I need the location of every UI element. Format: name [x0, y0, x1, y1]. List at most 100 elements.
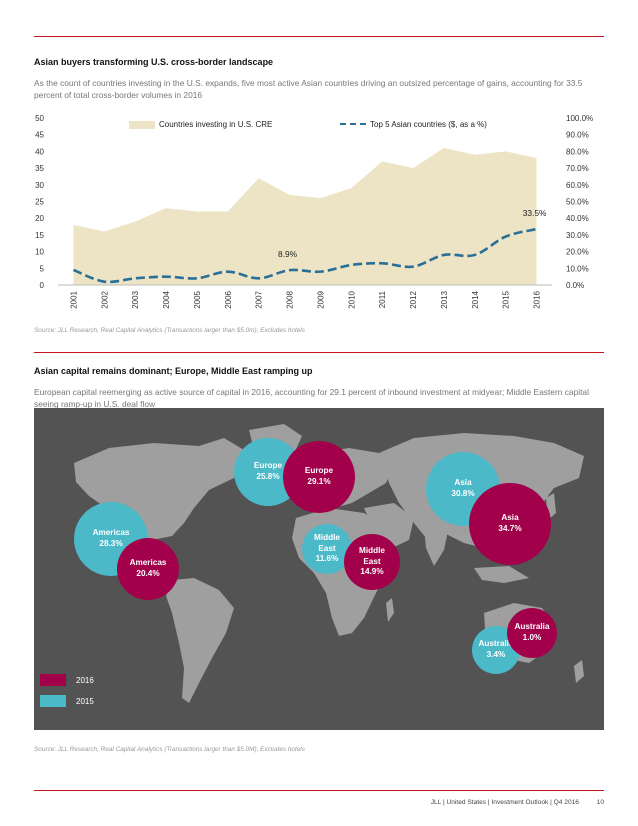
right-tick-label: 20.0% [566, 248, 589, 257]
bubble-europe-2015-region: Europe [253, 461, 283, 471]
legend-line: Top 5 Asian countries ($, as a %) [340, 120, 487, 129]
bubble-asia-2016-region: Asia [501, 513, 519, 523]
x-tick-label: 2008 [286, 290, 295, 308]
x-tick-label: 2013 [440, 290, 449, 308]
section1-source: Source: JLL Research, Real Capital Analy… [34, 327, 305, 334]
left-tick-label: 20 [35, 214, 44, 223]
land-middle-east [364, 503, 414, 548]
x-tick-label: 2004 [162, 290, 171, 308]
left-tick-label: 5 [40, 264, 45, 273]
data-label-2008: 8.9% [278, 249, 298, 259]
bubble-middle-east-2015-region: Middle East [314, 533, 340, 553]
land-madagascar [386, 598, 394, 622]
legend-area: Countries investing in U.S. CRE [129, 120, 272, 129]
x-tick-label: 2006 [224, 290, 233, 308]
legend-area-swatch [129, 120, 155, 129]
map-legend-2015: 2015 [40, 695, 94, 707]
bubble-europe-2016-value: 29.1% [307, 477, 331, 486]
x-tick-label: 2012 [409, 290, 418, 308]
x-tick-label: 2007 [255, 290, 264, 308]
section2-description: European capital reemerging as active so… [34, 387, 589, 410]
bubble-europe-2016: Europe 29.1% [283, 441, 355, 513]
section1-description: As the count of countries investing in t… [34, 78, 583, 101]
right-tick-label: 70.0% [566, 164, 589, 173]
bubble-europe-2015-value: 25.8% [256, 472, 280, 481]
left-tick-label: 25 [35, 198, 44, 207]
x-tick-label: 2016 [533, 290, 542, 308]
bubble-americas-2016: Americas 20.4% [117, 538, 179, 600]
right-tick-label: 40.0% [566, 214, 589, 223]
bubble-australia-2016-value: 1.0% [522, 633, 542, 642]
left-tick-label: 10 [35, 248, 44, 257]
section2-rule [34, 352, 604, 353]
line-top5-asian [72, 227, 537, 284]
bubble-europe-2016-region: Europe [304, 466, 334, 476]
section2-title: Asian capital remains dominant; Europe, … [34, 366, 313, 376]
bubble-australia-2015-region: Australia [478, 639, 514, 649]
legend-area-label: Countries investing in U.S. CRE [159, 120, 273, 129]
land-south-america [166, 578, 234, 703]
left-tick-label: 50 [35, 114, 44, 123]
bubble-americas-2015-value: 28.3% [99, 539, 123, 548]
right-tick-label: 90.0% [566, 131, 589, 140]
left-tick-label: 0 [40, 281, 45, 290]
world-map-panel: Americas 28.3% Americas 20.4% Europe 25.… [34, 408, 604, 730]
bubble-middle-east-2015: Middle East 11.6% [302, 524, 352, 574]
map-legend-2016: 2016 [40, 674, 94, 686]
x-tick-label: 2002 [100, 290, 109, 308]
land-new-zealand [574, 660, 584, 683]
legend-line-label: Top 5 Asian countries ($, as a %) [370, 120, 487, 129]
section2-source: Source: JLL Research, Real Capital Analy… [34, 746, 305, 753]
map-legend-2016-label: 2016 [76, 675, 94, 685]
map-legend-2015-label: 2015 [76, 696, 94, 706]
right-tick-label: 50.0% [566, 198, 589, 207]
map-legend-2016-swatch [40, 674, 66, 686]
bubble-asia-2016-value: 34.7% [498, 524, 522, 533]
page-number: 10 [596, 799, 604, 806]
right-tick-label: 60.0% [566, 181, 589, 190]
x-tick-label: 2009 [316, 290, 325, 308]
area-countries-investing [73, 148, 537, 285]
left-tick-label: 35 [35, 164, 44, 173]
bubble-americas-2015-region: Americas [92, 528, 130, 538]
data-label-2016: 33.5% [523, 208, 547, 218]
legend-line-swatch [340, 122, 366, 127]
right-tick-label: 0.0% [566, 281, 584, 290]
x-tick-label: 2001 [69, 290, 78, 308]
right-tick-label: 30.0% [566, 231, 589, 240]
right-tick-label: 100.0% [566, 114, 593, 123]
x-tick-label: 2010 [347, 290, 356, 308]
x-tick-label: 2014 [471, 290, 480, 308]
bubble-middle-east-2016: Middle East 14.9% [344, 534, 400, 590]
bubble-asia-2015-value: 30.8% [451, 489, 475, 498]
footer: JLL | United States | Investment Outlook… [431, 799, 604, 806]
bubble-asia-2016: Asia 34.7% [469, 483, 551, 565]
bubble-americas-2016-region: Americas [129, 558, 167, 568]
x-tick-label: 2003 [131, 290, 140, 308]
left-tick-label: 40 [35, 147, 44, 156]
left-tick-label: 15 [35, 231, 44, 240]
bubble-middle-east-2016-region: Middle East [359, 546, 385, 566]
footer-text: JLL | United States | Investment Outlook… [430, 799, 579, 806]
left-tick-label: 30 [35, 181, 44, 190]
right-tick-label: 80.0% [566, 147, 589, 156]
x-tick-label: 2011 [378, 290, 387, 308]
bubble-australia-2016: Australia 1.0% [507, 608, 557, 658]
bubble-middle-east-2015-value: 11.6% [315, 554, 339, 564]
cross-border-chart: 0 5 10 15 20 25 30 35 40 45 50 0.0% 10.0% 20.0% 30.0% 4… [35, 114, 593, 309]
bubble-americas-2016-value: 20.4% [136, 569, 160, 578]
bubble-australia-2016-region: Australia [514, 622, 550, 632]
bubble-asia-2015-region: Asia [454, 478, 472, 488]
section1-title: Asian buyers transforming U.S. cross-bor… [34, 57, 274, 67]
x-tick-label: 2015 [502, 290, 511, 308]
bubble-middle-east-2016-value: 14.9% [360, 567, 384, 577]
x-tick-label: 2005 [193, 290, 202, 308]
left-tick-label: 45 [35, 131, 44, 140]
land-india [424, 526, 449, 566]
right-tick-label: 10.0% [566, 264, 589, 273]
map-legend-2015-swatch [40, 695, 66, 707]
bubble-australia-2015-value: 3.4% [486, 650, 506, 659]
top-rule [34, 36, 604, 37]
footer-rule [34, 790, 604, 791]
land-indonesia [474, 566, 529, 583]
